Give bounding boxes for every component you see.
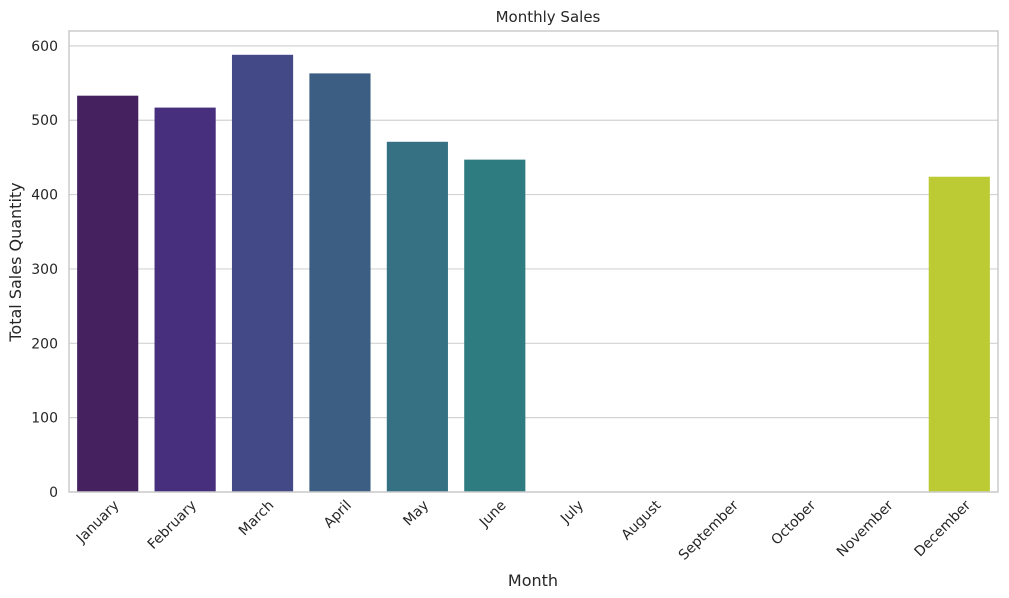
bar-january (77, 95, 139, 492)
y-tick-label: 300 (31, 262, 58, 278)
bar-december (928, 176, 990, 493)
y-axis-title: Total Sales Quantity (6, 182, 25, 342)
plot-area-frame (68, 30, 999, 493)
y-tick-label: 400 (31, 188, 58, 204)
bar-february (154, 107, 216, 493)
y-tick-label: 600 (31, 39, 58, 55)
y-tick-labels: 0 100 200 300 400 500 600 (31, 39, 58, 501)
bar-may (386, 141, 448, 493)
y-tick-label: 0 (49, 485, 58, 501)
bar-june (464, 159, 526, 493)
y-tick-label: 500 (31, 113, 58, 129)
y-tick-label: 100 (31, 411, 58, 427)
bar-march (231, 54, 294, 492)
bars (77, 54, 990, 493)
x-axis-title: Month (508, 571, 558, 590)
bar-april (309, 73, 371, 492)
y-tick-label: 200 (31, 336, 58, 352)
chart-title: Monthly Sales (496, 8, 601, 26)
